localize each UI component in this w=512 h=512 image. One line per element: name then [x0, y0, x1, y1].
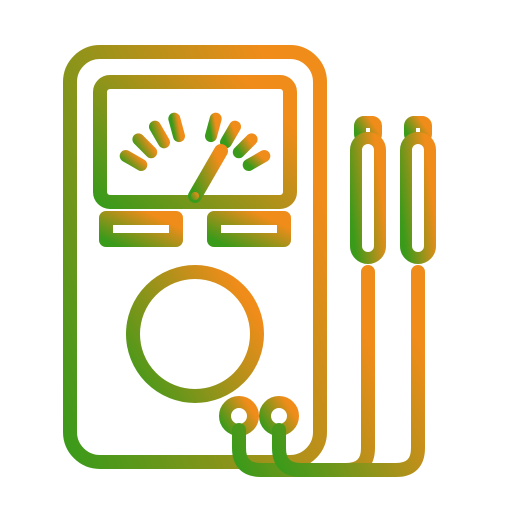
probe-cable-left [239, 272, 368, 470]
mode-button-right [214, 218, 284, 240]
probe-cable-right [279, 272, 418, 470]
scale-marks [126, 116, 265, 165]
multimeter-icon [0, 0, 512, 512]
needle [195, 151, 221, 196]
probe-left [356, 92, 380, 272]
probe-right [406, 92, 430, 272]
mode-button-left [106, 218, 176, 240]
